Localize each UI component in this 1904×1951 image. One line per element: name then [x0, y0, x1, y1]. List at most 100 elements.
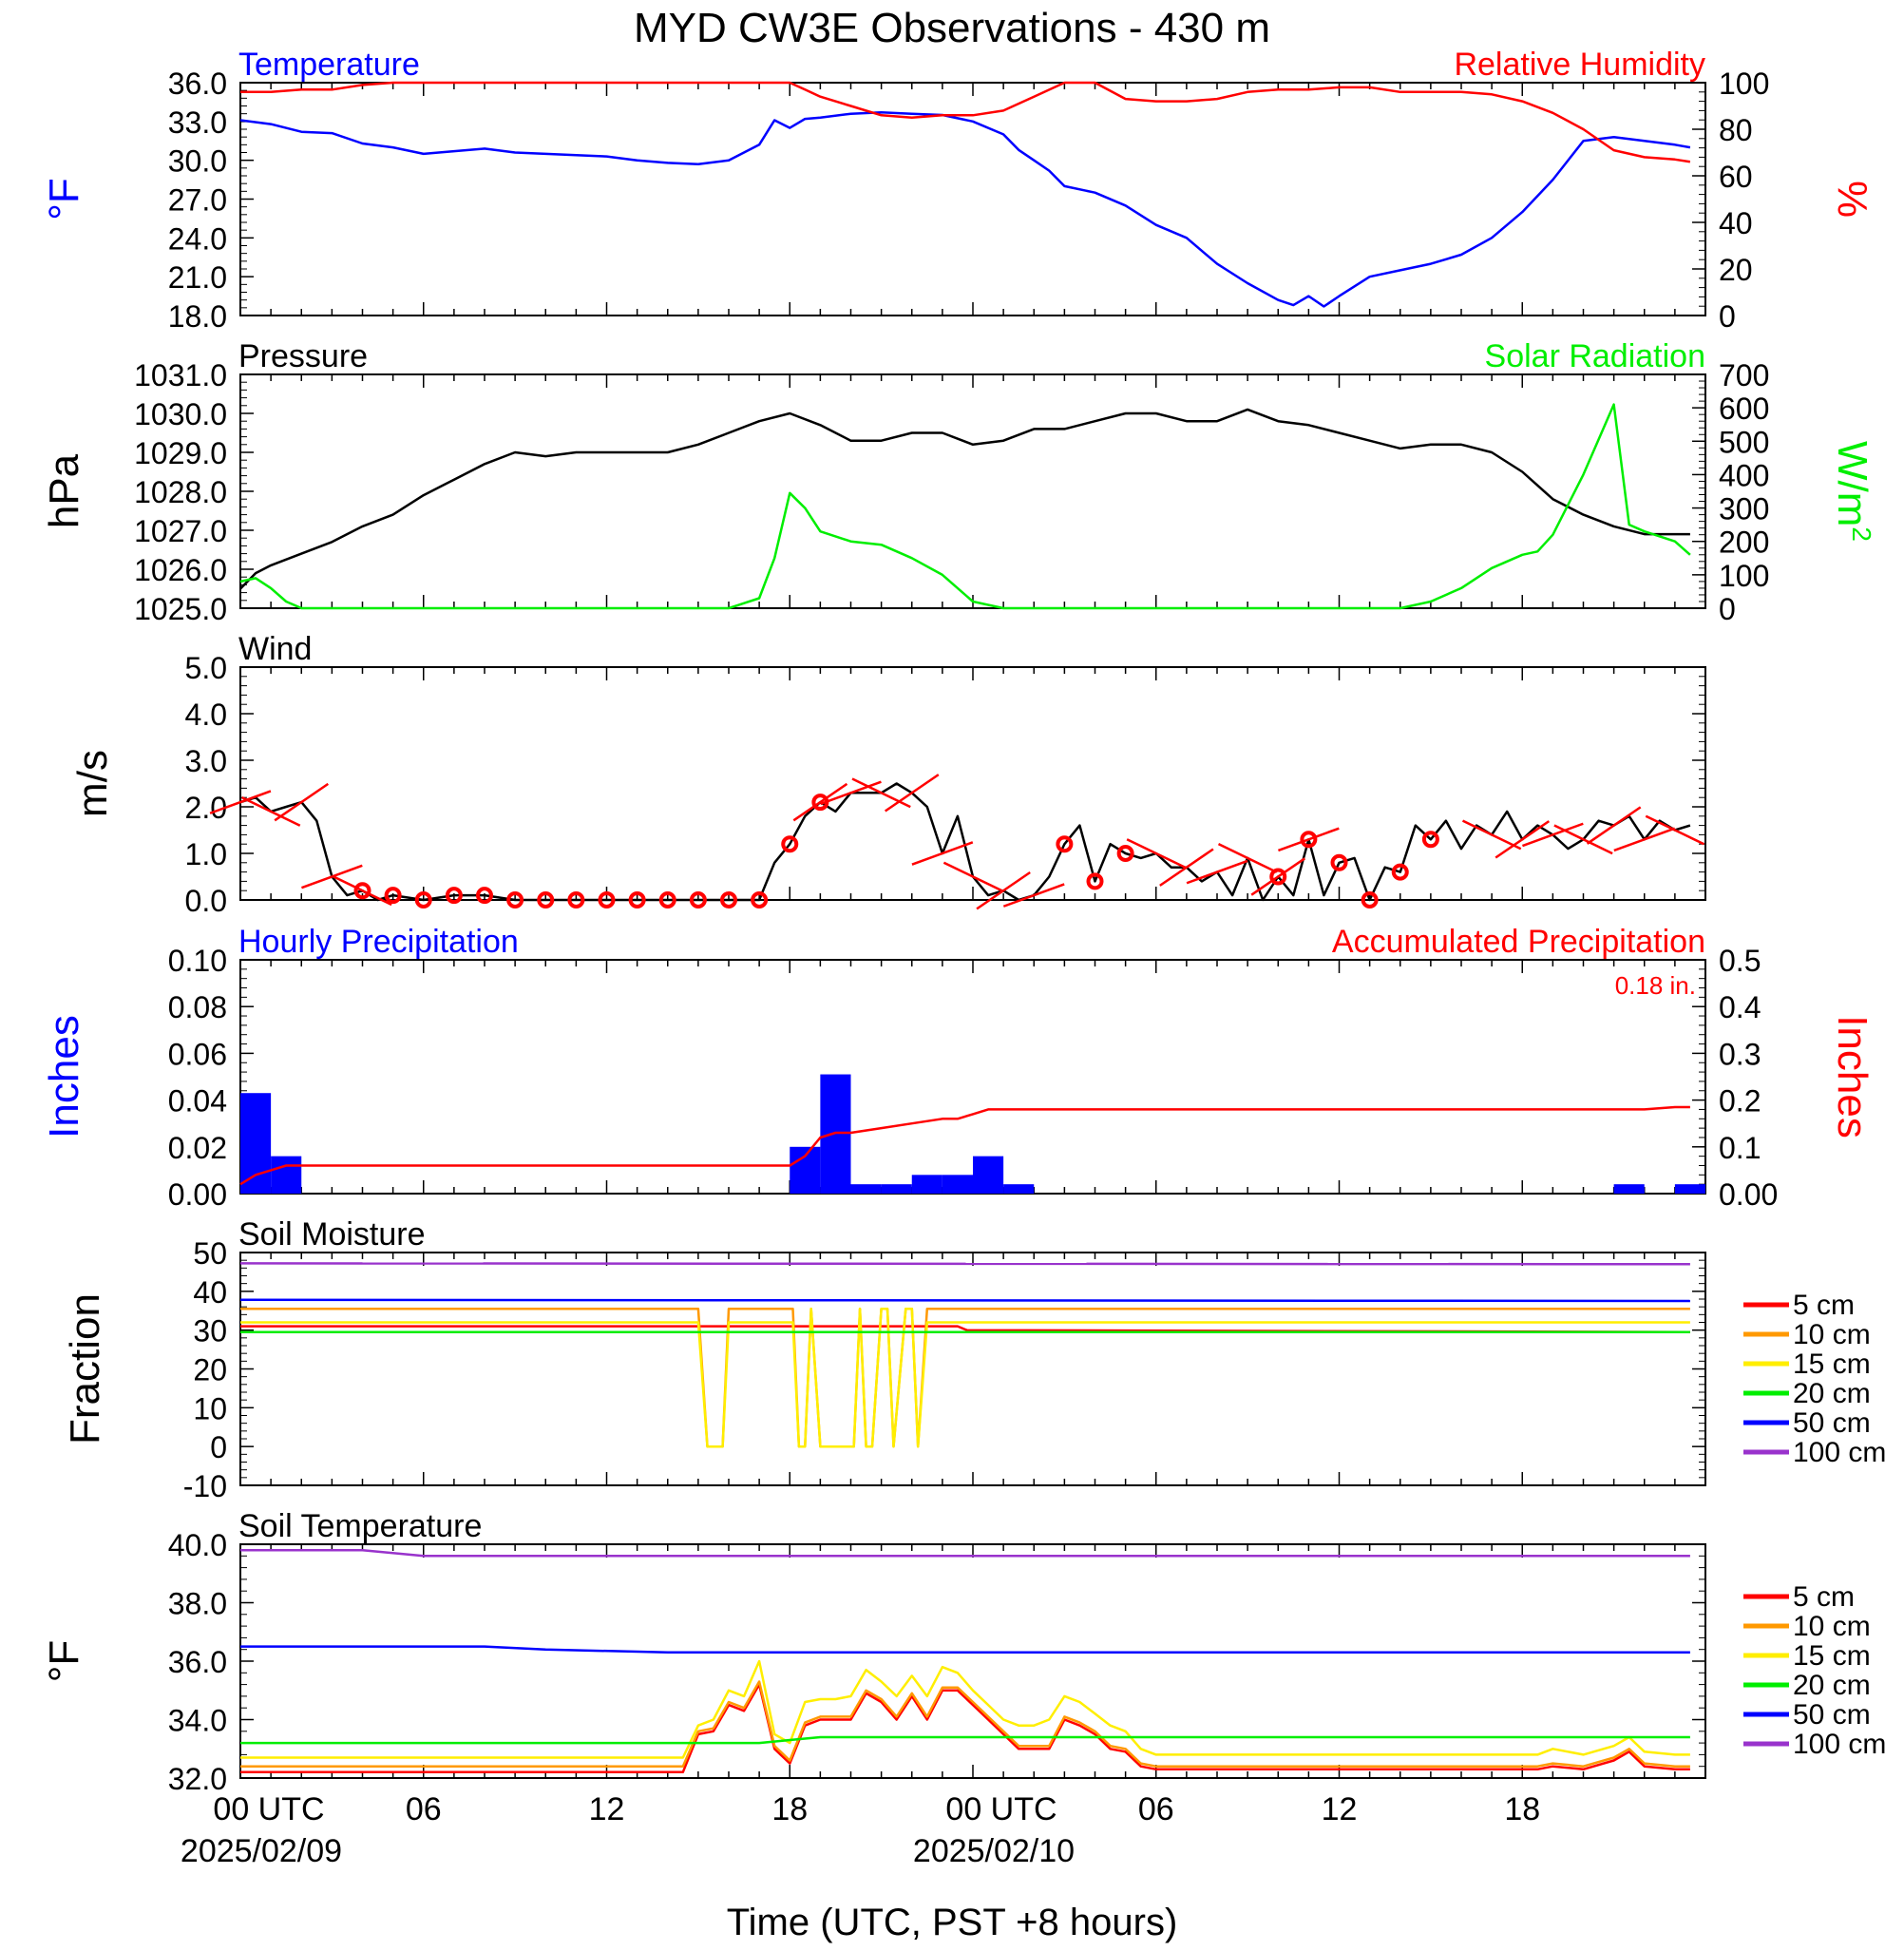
panel-label-left: Wind	[238, 631, 312, 667]
y-tick-label-right: 100	[1719, 559, 1769, 593]
y-tick-label-right: 0.3	[1719, 1037, 1761, 1071]
y-tick-label-left: 50	[193, 1236, 227, 1271]
y-tick-label-left: -10	[183, 1469, 227, 1503]
y-tick-label-right: 0.00	[1719, 1177, 1778, 1212]
y-tick-label-right: 0.5	[1719, 944, 1761, 978]
series-line-100-cm	[239, 1262, 1690, 1266]
y-tick-label-left: 0.08	[168, 990, 227, 1024]
wind-barb	[1613, 827, 1676, 852]
y-axis-unit-left: Fraction	[62, 1293, 108, 1444]
y-tick-label-left: 0.00	[168, 1177, 227, 1212]
panel-pressure_solar: 1025.0 1026.0 1027.0 1028.0 1029.0 1030.0 1031…	[41, 338, 1877, 626]
calm-wind-circle	[1421, 831, 1439, 849]
calm-wind-circle	[1269, 868, 1287, 886]
wind-barb	[976, 870, 1031, 910]
y-tick-label-right: 200	[1719, 526, 1769, 560]
y-axis-unit-right: W/m2	[1829, 441, 1877, 542]
calm-wind-circle	[1330, 853, 1348, 871]
y-tick-label-left: 1029.0	[134, 436, 227, 470]
total-precip-label: 0.18 in.	[1615, 971, 1696, 1000]
y-tick-label-left: 40	[193, 1275, 227, 1310]
x-tick-label: 18	[771, 1791, 808, 1827]
calm-wind-circle	[658, 891, 676, 909]
y-tick-label-left: 1028.0	[134, 475, 227, 509]
panel-label-right: Solar Radiation	[1485, 338, 1705, 374]
series-line-15-cm	[240, 1307, 1690, 1448]
y-tick-label-right: 500	[1719, 425, 1769, 459]
series-line-accumulated-precipitation	[239, 1105, 1690, 1186]
wind-barb	[820, 780, 882, 806]
panel-label-left: Soil Temperature	[238, 1508, 482, 1544]
y-tick-label-left: 30	[193, 1314, 227, 1348]
y-tick-label-right: 100	[1719, 67, 1769, 101]
series-line-15-cm	[240, 1659, 1690, 1759]
y-tick-label-left: 0	[210, 1430, 227, 1464]
y-tick-label-left: 5.0	[185, 651, 227, 685]
y-axis-unit-left: °F	[41, 178, 87, 220]
panels: 18.021.024.027.030.033.036.0020406080100…	[41, 47, 1886, 1869]
x-tick-label: 00 UTC	[945, 1791, 1057, 1827]
wind-barb	[851, 777, 911, 809]
precip-bar	[1003, 1184, 1035, 1194]
legend-label: 15 cm	[1793, 1640, 1871, 1672]
y-tick-label-left: 1026.0	[134, 553, 227, 587]
x-axis-label: Time (UTC, PST +8 hours)	[727, 1902, 1178, 1943]
calm-wind-circle	[751, 891, 769, 909]
x-tick-label: 00 UTC	[213, 1791, 324, 1827]
calm-wind-circle	[628, 891, 646, 909]
y-tick-label-left: 21.0	[168, 260, 227, 295]
y-axis-unit-left: m/s	[69, 750, 116, 817]
wind-barb	[333, 875, 392, 907]
y-tick-label-left: 0.02	[168, 1131, 227, 1165]
y-tick-label-left: 20	[193, 1353, 227, 1387]
y-tick-label-right: 0.1	[1719, 1131, 1761, 1165]
y-tick-label-right: 80	[1719, 113, 1753, 147]
calm-wind-circle	[689, 891, 707, 909]
series-line-temperature	[239, 111, 1691, 308]
y-tick-label-left: 30.0	[168, 144, 227, 179]
wind-barb	[1495, 820, 1551, 859]
y-tick-label-left: 1025.0	[134, 592, 227, 626]
legend-label: 20 cm	[1793, 1378, 1871, 1409]
calm-wind-circle	[781, 835, 799, 853]
y-tick-label-left: 0.04	[168, 1084, 227, 1119]
panel-temp_rh: 18.0 21.0 24.027.0 30.0 33.0 36.0 0 20 40 60 80 100…	[41, 47, 1875, 334]
wind-barb	[1186, 859, 1248, 885]
calm-wind-circle	[1086, 872, 1104, 890]
x-tick-label: 06	[406, 1791, 442, 1827]
wind-barb	[911, 841, 974, 866]
wind-barb	[274, 782, 330, 822]
wind-barb	[1250, 857, 1306, 896]
series-line-relative-humidity	[240, 81, 1691, 163]
calm-wind-circle	[567, 891, 585, 909]
wind-barb	[1126, 838, 1186, 869]
unit-superscript: 2	[1848, 526, 1877, 542]
y-tick-label-right: 400	[1719, 458, 1769, 492]
calm-wind-circle	[445, 887, 463, 905]
calm-wind-circle	[1056, 835, 1074, 853]
panel-label-right: Relative Humidity	[1454, 47, 1705, 83]
y-axis-unit-right: %	[1829, 181, 1875, 218]
y-tick-label-left: 36.0	[168, 1645, 227, 1679]
calm-wind-circle	[353, 882, 371, 900]
panel-frame	[239, 666, 1706, 901]
calm-wind-circle	[537, 891, 555, 909]
wind-barb	[1002, 883, 1065, 908]
precip-bar	[850, 1184, 882, 1194]
wind-barb	[942, 861, 1003, 892]
y-tick-label-left: 4.0	[185, 698, 227, 732]
wind-barb	[301, 864, 363, 889]
series-line-solar-radiation	[239, 403, 1691, 610]
y-tick-label-right: 300	[1719, 492, 1769, 526]
calm-wind-circle	[720, 891, 737, 909]
precip-bar	[942, 1175, 973, 1194]
precip-bar	[271, 1156, 302, 1194]
legend-label: 10 cm	[1793, 1611, 1871, 1642]
y-tick-label-left: 10	[193, 1391, 227, 1425]
y-tick-label-left: 1.0	[185, 837, 227, 871]
y-tick-label-left: 1027.0	[134, 514, 227, 548]
y-axis-unit-left: °F	[41, 1640, 87, 1682]
y-tick-label-left: 27.0	[168, 183, 227, 218]
y-tick-label-right: 700	[1719, 358, 1769, 392]
